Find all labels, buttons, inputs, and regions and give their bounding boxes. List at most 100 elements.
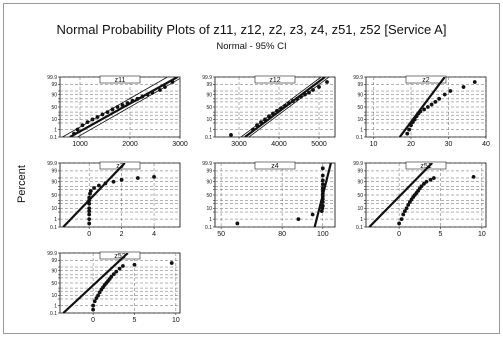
data-point xyxy=(150,90,155,95)
data-point xyxy=(100,112,105,117)
data-point xyxy=(320,173,325,178)
data-point xyxy=(425,105,430,109)
data-point xyxy=(320,191,325,196)
x-tick-label: 10 xyxy=(370,141,378,148)
y-tick-label: 90 xyxy=(51,180,57,186)
y-tick-label: 99.9 xyxy=(47,75,57,81)
data-point xyxy=(87,195,92,200)
panel-title-z12: z12 xyxy=(254,75,296,84)
figure-frame xyxy=(3,3,500,334)
fit-line xyxy=(398,77,446,137)
x-tick-label: 4000 xyxy=(271,141,287,148)
data-point xyxy=(275,108,279,113)
data-point xyxy=(419,184,424,189)
data-point xyxy=(80,123,85,128)
data-point xyxy=(448,89,453,93)
data-point xyxy=(317,85,321,89)
data-point xyxy=(235,221,240,226)
x-tick-label: 0 xyxy=(87,231,91,238)
data-point xyxy=(117,266,122,271)
y-tick-label: 50 xyxy=(206,193,212,199)
y-tick-label: 99.9 xyxy=(353,75,363,81)
data-point xyxy=(303,92,307,97)
data-point xyxy=(229,133,233,137)
y-tick-label: 99.9 xyxy=(47,251,57,257)
data-point xyxy=(140,94,145,99)
y-tick-label: 99.9 xyxy=(202,75,212,81)
panel-z3: 0.1 1 10 50 90 99 99.9 0 2 4 z3 xyxy=(47,161,181,238)
y-tick-label: 10 xyxy=(206,117,212,123)
x-tick-label: 20 xyxy=(407,141,415,148)
data-point xyxy=(433,100,438,104)
data-point xyxy=(103,181,108,186)
data-point xyxy=(145,92,150,97)
data-point xyxy=(111,272,116,277)
data-point xyxy=(407,127,412,132)
data-point xyxy=(85,120,90,124)
data-point xyxy=(120,103,125,107)
x-tick-label: 50 xyxy=(217,231,225,238)
data-point xyxy=(135,176,140,180)
x-tick-label: 2 xyxy=(120,231,124,238)
data-point xyxy=(422,107,427,112)
x-tick-label: 2000 xyxy=(122,141,138,148)
data-point xyxy=(91,303,96,308)
data-point xyxy=(87,198,92,203)
x-tick-label: 5000 xyxy=(311,141,327,148)
svg-text:z11: z11 xyxy=(115,77,126,84)
y-tick-label: 0.1 xyxy=(205,225,212,231)
y-tick-label: 0.1 xyxy=(356,225,363,231)
y-tick-label: 99 xyxy=(51,82,57,88)
data-point xyxy=(158,88,162,92)
y-tick-label: 99.9 xyxy=(47,161,57,167)
data-point xyxy=(90,117,95,122)
data-point xyxy=(255,123,259,128)
data-point xyxy=(111,179,116,184)
data-point xyxy=(170,80,175,84)
fit-line xyxy=(62,253,129,313)
data-point xyxy=(311,88,315,92)
data-point xyxy=(320,186,325,190)
data-point xyxy=(105,110,110,114)
y-tick-label: 1 xyxy=(54,303,57,309)
data-point xyxy=(114,269,119,274)
svg-text:z51: z51 xyxy=(420,163,431,170)
y-tick-label: 10 xyxy=(51,117,57,123)
y-tick-label: 90 xyxy=(51,92,57,98)
data-point xyxy=(402,209,407,214)
y-tick-label: 0.1 xyxy=(50,311,57,317)
panel-title-z52: z52 xyxy=(99,251,141,260)
data-point xyxy=(130,98,135,103)
data-point xyxy=(263,117,267,122)
y-tick-label: 99 xyxy=(357,169,363,175)
x-tick-label: 0 xyxy=(91,317,95,324)
y-tick-label: 99.9 xyxy=(202,161,212,167)
fit-line xyxy=(368,163,433,227)
data-point xyxy=(75,127,80,132)
data-point xyxy=(92,186,96,190)
y-tick-label: 1 xyxy=(54,127,57,133)
data-point xyxy=(152,174,156,179)
y-tick-label: 10 xyxy=(51,293,57,299)
x-tick-label: 1000 xyxy=(72,141,88,148)
x-tick-label: 40 xyxy=(482,141,490,148)
data-point xyxy=(87,221,92,226)
data-point xyxy=(320,178,325,183)
data-point xyxy=(320,197,325,201)
data-point xyxy=(97,183,101,188)
data-point xyxy=(88,189,93,193)
y-tick-label: 99.9 xyxy=(353,161,363,167)
data-point xyxy=(115,105,120,109)
y-tick-label: 99 xyxy=(51,258,57,264)
y-tick-label: 10 xyxy=(206,206,212,212)
x-tick-label: 0 xyxy=(397,231,401,238)
y-tick-label: 99 xyxy=(357,82,363,88)
x-tick-label: 4 xyxy=(152,231,156,238)
panel-z51: 0.1 1 10 50 90 99 99.9 0 5 10 z51 xyxy=(353,161,487,238)
data-point xyxy=(125,101,130,105)
data-point xyxy=(120,264,125,268)
data-point xyxy=(406,202,411,207)
data-point xyxy=(169,261,174,265)
